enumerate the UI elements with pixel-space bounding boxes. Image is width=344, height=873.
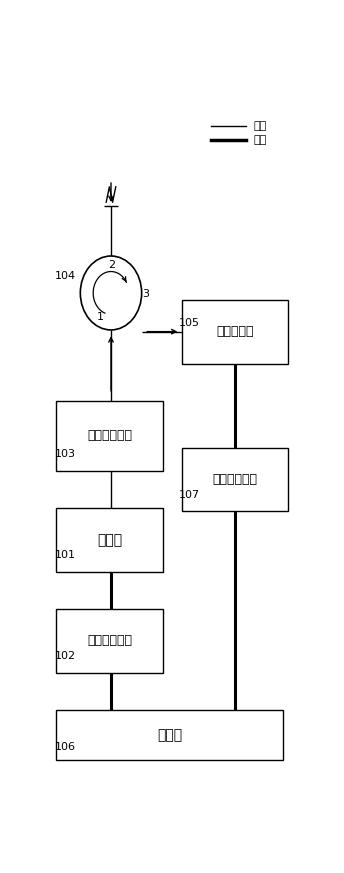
Text: 101: 101 bbox=[55, 550, 76, 560]
Text: 1: 1 bbox=[97, 312, 104, 321]
Text: 模数转换单元: 模数转换单元 bbox=[213, 473, 257, 486]
Bar bbox=[56, 508, 163, 572]
Text: 光纤: 光纤 bbox=[254, 121, 267, 131]
Text: 线缆: 线缆 bbox=[254, 134, 267, 145]
Text: 106: 106 bbox=[55, 742, 76, 752]
Text: 光电检测器: 光电检测器 bbox=[216, 325, 254, 338]
Bar bbox=[56, 609, 163, 673]
Bar bbox=[56, 401, 163, 471]
Text: 107: 107 bbox=[179, 490, 200, 499]
Ellipse shape bbox=[80, 256, 142, 330]
Text: 104: 104 bbox=[55, 272, 76, 281]
Text: 激光器: 激光器 bbox=[97, 533, 122, 547]
Bar bbox=[56, 710, 283, 760]
Text: 102: 102 bbox=[55, 651, 76, 661]
Text: 光学编码单元: 光学编码单元 bbox=[87, 430, 132, 443]
Text: 3: 3 bbox=[142, 289, 149, 299]
Bar bbox=[182, 299, 288, 363]
Text: 光源驱动单元: 光源驱动单元 bbox=[87, 635, 132, 648]
Text: 控制器: 控制器 bbox=[157, 728, 182, 742]
Bar bbox=[182, 448, 288, 512]
Text: 2: 2 bbox=[108, 260, 115, 270]
Text: 103: 103 bbox=[55, 450, 76, 459]
Text: 105: 105 bbox=[179, 319, 200, 328]
